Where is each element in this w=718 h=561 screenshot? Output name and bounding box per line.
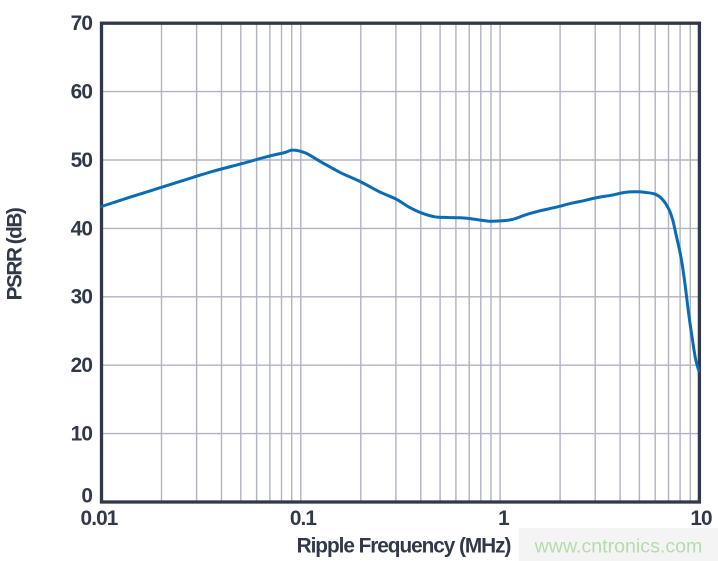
svg-text:10: 10 bbox=[71, 423, 93, 446]
svg-text:Ripple Frequency (MHz): Ripple Frequency (MHz) bbox=[297, 534, 511, 557]
svg-text:0.01: 0.01 bbox=[81, 507, 118, 530]
svg-text:20: 20 bbox=[71, 354, 93, 377]
svg-text:0: 0 bbox=[81, 485, 92, 508]
svg-text:70: 70 bbox=[71, 12, 93, 35]
svg-text:PSRR (dB): PSRR (dB) bbox=[4, 208, 27, 300]
svg-text:0.1: 0.1 bbox=[290, 507, 317, 530]
svg-text:50: 50 bbox=[71, 149, 93, 172]
svg-text:30: 30 bbox=[71, 286, 93, 309]
svg-text:60: 60 bbox=[71, 81, 93, 104]
svg-text:10: 10 bbox=[690, 507, 712, 530]
svg-text:40: 40 bbox=[71, 217, 93, 240]
svg-text:1: 1 bbox=[498, 507, 509, 530]
svg-text:www.cntronics.com: www.cntronics.com bbox=[534, 536, 703, 558]
